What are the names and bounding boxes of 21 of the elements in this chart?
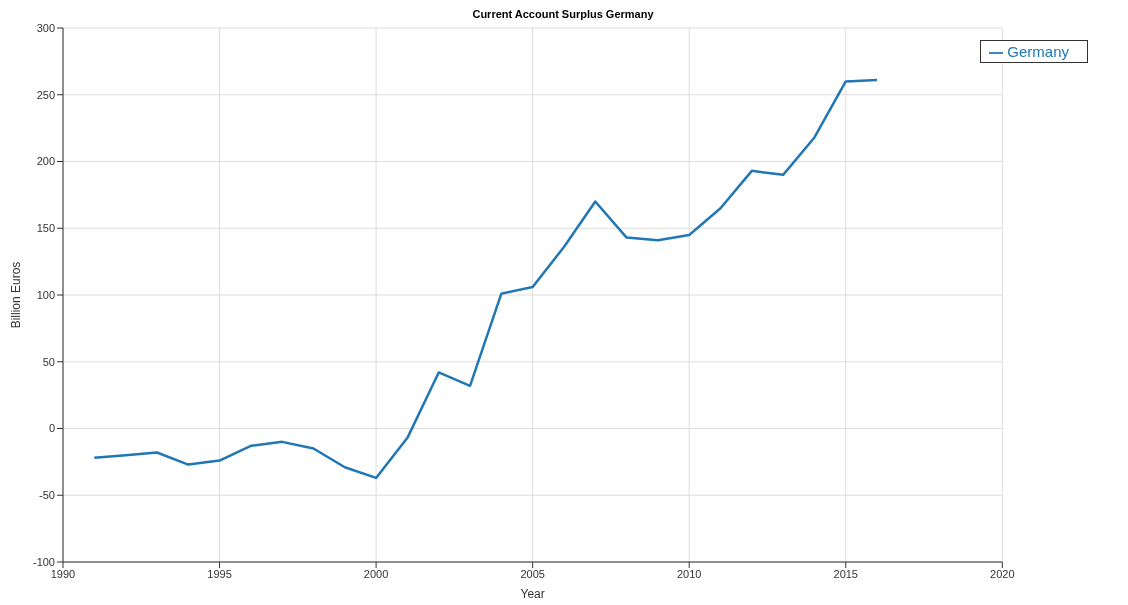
y-tick-label: 200 (36, 155, 55, 168)
x-tick-label: 2020 (990, 567, 1015, 580)
x-tick-label: 2010 (676, 567, 702, 580)
x-tick-label: 2000 (363, 567, 389, 580)
y-tick-label: -100 (32, 555, 55, 568)
x-tick-label: 1990 (50, 567, 76, 580)
y-tick-label: 50 (42, 355, 55, 368)
y-tick-label: 150 (36, 222, 55, 235)
x-tick-label: 2005 (520, 567, 545, 580)
legend-label: Germany (1007, 43, 1069, 60)
y-tick-label: 250 (36, 88, 55, 101)
y-tick-label: -50 (39, 489, 55, 502)
x-tick-label: 1995 (207, 567, 232, 580)
y-axis-title: Billion Euros (9, 261, 24, 329)
line-series (93, 78, 879, 480)
y-tick-label: 0 (48, 422, 55, 435)
y-tick-label: 100 (36, 288, 55, 301)
chart-title: Current Account Surplus Germany (471, 8, 655, 22)
x-tick-label: 2015 (833, 567, 858, 580)
x-axis-title: Year (520, 587, 545, 601)
y-tick-label: 300 (36, 21, 55, 34)
